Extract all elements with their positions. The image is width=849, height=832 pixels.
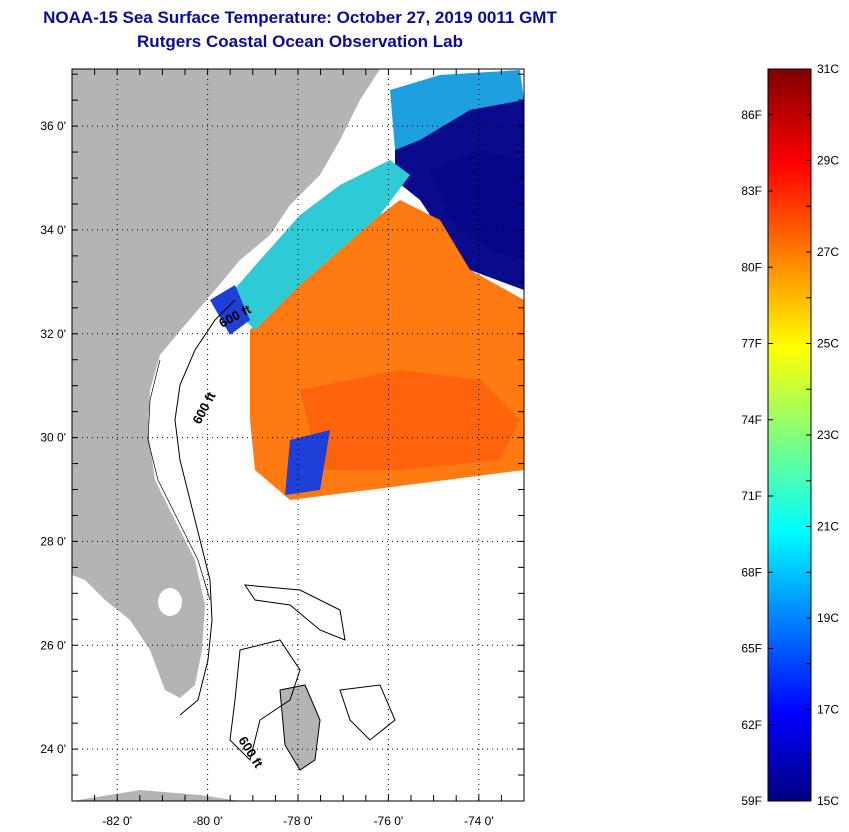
colorbar-fahrenheit-label: 83F <box>741 184 762 198</box>
latitude-label: 30 0' <box>40 431 66 445</box>
map-graticule <box>72 69 524 801</box>
colorbar-celsius-label: 31C <box>817 62 839 76</box>
colorbar-fahrenheit-label: 77F <box>741 337 762 351</box>
land-bahamas-north <box>244 584 346 641</box>
latitude-labels: 36 0' 34 0' 32 0' 30 0' 28 0' 26 0' 24 0' <box>40 119 66 756</box>
longitude-labels: -82 0' -80 0' -78 0' -76 0' -74 0' <box>102 814 493 828</box>
latitude-label: 28 0' <box>40 534 66 548</box>
latitude-label: 32 0' <box>40 327 66 341</box>
sst-swath-cold-blob <box>430 150 524 260</box>
colorbar-fahrenheit-label: 62F <box>741 718 762 732</box>
map-title: NOAA-15 Sea Surface Temperature: October… <box>43 8 557 27</box>
sst-swath-warm-core <box>300 370 520 470</box>
colorbar-celsius-label: 29C <box>817 154 839 168</box>
latitude-label: 26 0' <box>40 638 66 652</box>
colorbar-celsius-label: 17C <box>817 703 839 717</box>
colorbar-fahrenheit-label: 80F <box>741 260 762 274</box>
colorbar-celsius-label: 25C <box>817 337 839 351</box>
colorbar-celsius-label: 15C <box>817 794 839 808</box>
colorbar-celsius-ticks: 31C 29C 27C 25C 23C 21C 19C 17C 15C <box>806 62 839 808</box>
map-subtitle: Rutgers Coastal Ocean Observation Lab <box>137 32 463 51</box>
land-southeast-us <box>72 69 380 698</box>
colorbar-celsius-label: 21C <box>817 520 839 534</box>
longitude-label: -76 0' <box>374 814 404 828</box>
latitude-label: 36 0' <box>40 119 66 133</box>
land-bahamas-east <box>339 684 396 741</box>
colorbar-celsius-label: 19C <box>817 611 839 625</box>
colorbar-fahrenheit-label: 74F <box>741 413 762 427</box>
colorbar-fahrenheit-label: 68F <box>741 565 762 579</box>
colorbar-fahrenheit-ticks: 86F 83F 80F 77F 74F 71F 68F 65F 62F 59F <box>741 108 773 808</box>
longitude-label: -80 0' <box>193 814 223 828</box>
sst-swath-cool-patches <box>210 285 330 495</box>
lake-okeechobee <box>158 588 182 616</box>
isobath-shelf <box>147 359 211 601</box>
colorbar-fahrenheit-label: 71F <box>741 489 762 503</box>
latitude-label: 24 0' <box>40 742 66 756</box>
sst-swath-northern-teal <box>390 70 524 150</box>
land-bahamas-andros <box>279 684 321 771</box>
colorbar-fahrenheit-label: 59F <box>741 794 762 808</box>
longitude-label: -78 0' <box>283 814 313 828</box>
land-cuba <box>72 790 240 801</box>
sst-swath-nearshore-mixed <box>225 160 410 330</box>
land-bahamas-banks <box>229 639 301 761</box>
longitude-label: -82 0' <box>102 814 132 828</box>
colorbar-celsius-label: 23C <box>817 428 839 442</box>
colorbar-fahrenheit-label: 65F <box>741 642 762 656</box>
colorbar-celsius-label: 27C <box>817 245 839 259</box>
latitude-label: 34 0' <box>40 223 66 237</box>
colorbar-gradient <box>767 68 812 802</box>
colorbar-fahrenheit-label: 86F <box>741 108 762 122</box>
map-ticks <box>71 69 525 802</box>
longitude-label: -74 0' <box>464 814 494 828</box>
